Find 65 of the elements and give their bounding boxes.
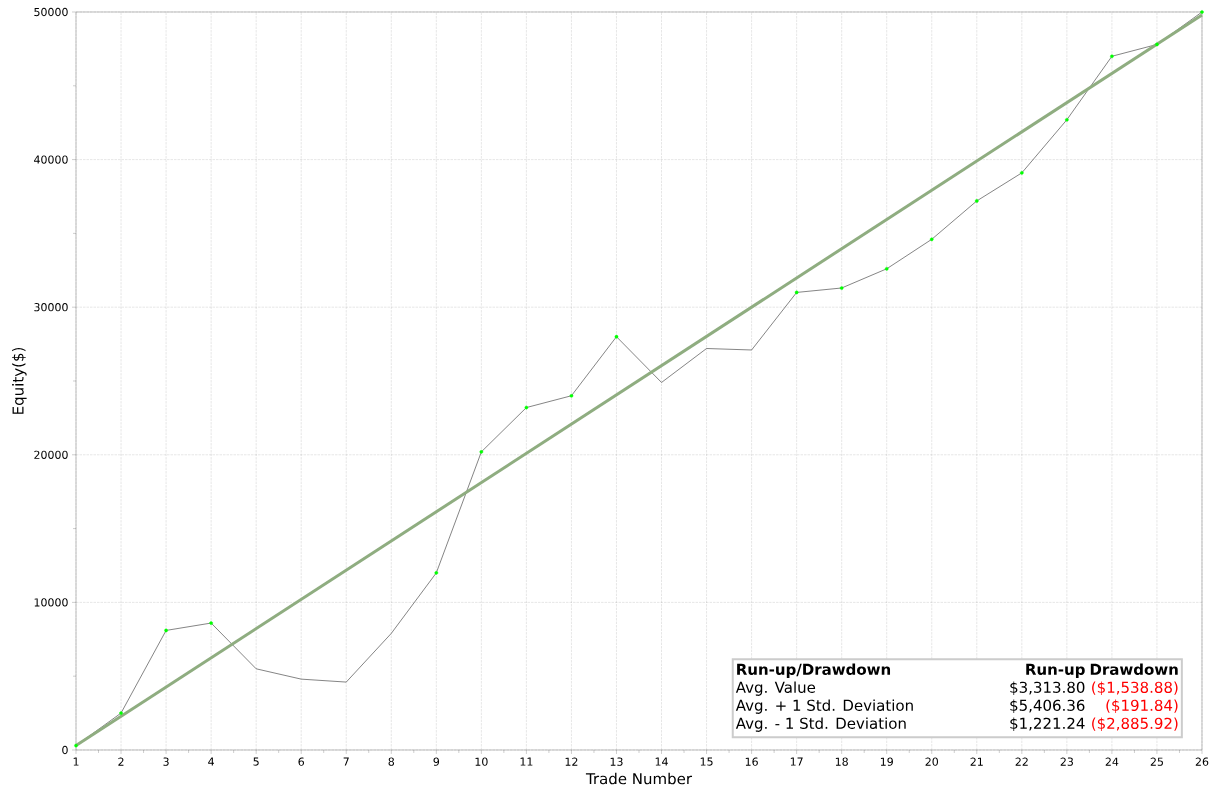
annotation: $3,313.80 [1010, 681, 1085, 695]
y-tick-label: 10000 [34, 598, 68, 607]
x-tick-label: 8 [388, 757, 395, 766]
point [614, 334, 619, 339]
point [839, 286, 844, 290]
x-tick-label: 13 [610, 757, 623, 766]
point [1155, 42, 1159, 47]
point [74, 743, 78, 748]
x-tick-label: 20 [925, 757, 939, 766]
point [164, 628, 168, 633]
x-tick-label: 22 [1015, 757, 1028, 766]
point [524, 405, 529, 410]
y-tick-label: 20000 [34, 450, 68, 459]
x-tick-label: 6 [298, 757, 305, 766]
x-tick-label: 4 [208, 757, 215, 766]
x-tick-label: 19 [880, 757, 893, 766]
x-axis-title: Trade Number [585, 772, 693, 785]
annotation: ($191.84) [1106, 699, 1178, 713]
point [884, 267, 889, 271]
point [479, 450, 484, 454]
y-axis-title: Equity($) [12, 347, 27, 414]
y-tick-label: 0 [62, 745, 68, 755]
point [1020, 171, 1024, 175]
point [794, 290, 799, 295]
x-tick-label: 18 [835, 757, 848, 766]
x-tick-label: 15 [700, 757, 713, 766]
x-tick-label: 24 [1105, 757, 1119, 766]
annotation: Avg. Value [735, 681, 816, 696]
x-tick-label: 25 [1150, 757, 1163, 766]
annotation: $1,221.24 [1010, 717, 1085, 731]
point [119, 711, 123, 715]
x-tick-label: 11 [520, 757, 533, 766]
annotation: ($1,538.88) [1092, 681, 1178, 695]
annotation: Drawdown [1090, 663, 1178, 675]
point [434, 571, 439, 575]
y-tick-label: 30000 [34, 303, 68, 312]
point [1110, 54, 1114, 59]
x-tick-label: 26 [1195, 757, 1209, 766]
x-tick-label: 10 [475, 757, 488, 766]
annotation: $5,406.36 [1010, 699, 1085, 713]
point [209, 621, 213, 625]
annotation: Avg. + 1 Std. Deviation [735, 699, 913, 714]
x-tick-label: 17 [790, 757, 803, 766]
y-tick-label: 40000 [34, 155, 68, 164]
annotation: Avg. - 1 Std. Deviation [735, 717, 906, 732]
x-tick-label: 16 [745, 757, 758, 766]
point [569, 393, 574, 398]
point [929, 237, 934, 242]
x-tick-label: 9 [433, 757, 440, 766]
x-tick-label: 1 [73, 757, 79, 766]
x-tick-label: 12 [565, 757, 578, 766]
point [1200, 10, 1204, 14]
annotation: Run-up/Drawdown [737, 663, 891, 678]
y-tick-label: 50000 [34, 7, 68, 17]
annotation: Run-up [1026, 663, 1085, 678]
x-tick-label: 3 [163, 757, 169, 766]
point [974, 199, 979, 203]
x-tick-label: 21 [970, 757, 983, 766]
x-tick-label: 5 [253, 757, 259, 766]
x-tick-label: 23 [1060, 757, 1073, 766]
x-tick-label: 2 [118, 757, 124, 766]
x-tick-label: 7 [343, 757, 349, 766]
x-tick-label: 14 [655, 757, 668, 766]
point [1065, 117, 1069, 122]
annotation: ($2,885.92) [1092, 717, 1178, 731]
